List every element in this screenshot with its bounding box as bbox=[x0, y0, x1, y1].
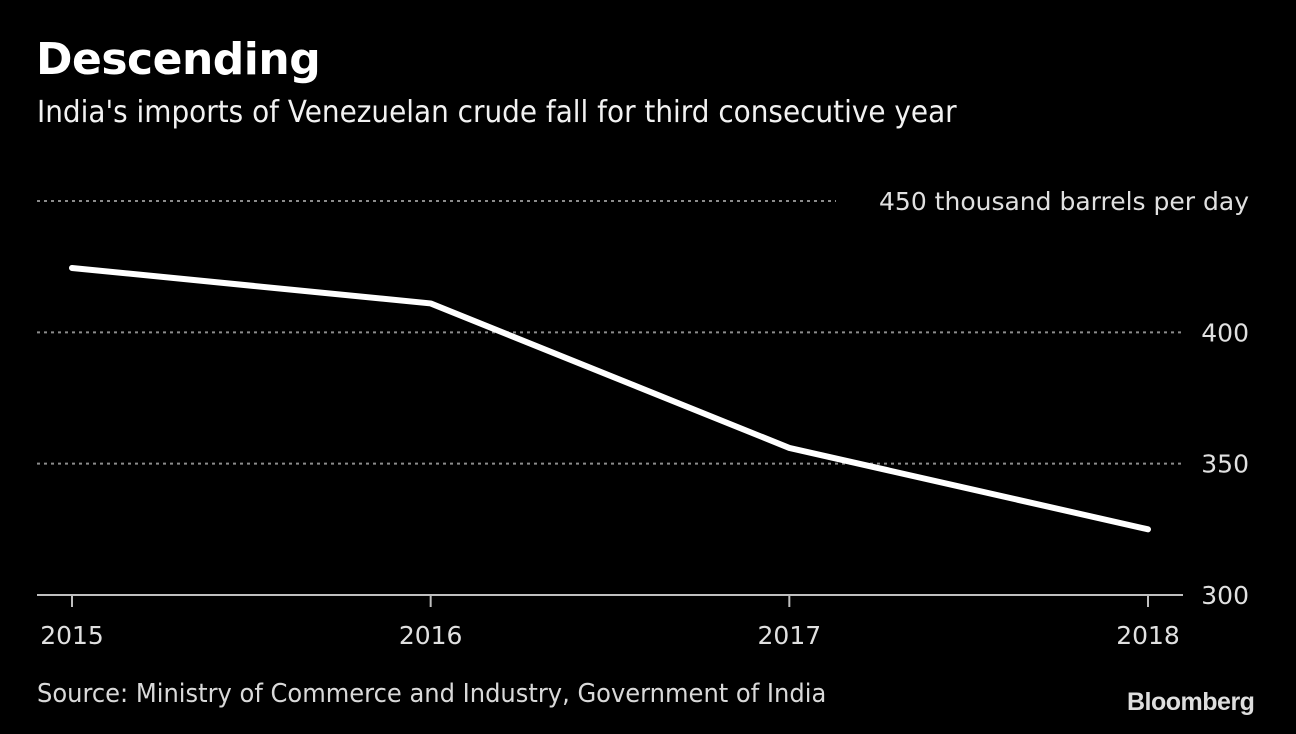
chart-subtitle: India's imports of Venezuelan crude fall… bbox=[37, 95, 957, 130]
y-tick-label-400: 400 bbox=[1201, 318, 1249, 347]
y-axis-labels: 300 350 400 450 thousand barrels per day bbox=[879, 187, 1249, 610]
x-tick-label-2016: 2016 bbox=[399, 621, 463, 650]
x-axis bbox=[37, 594, 1183, 607]
chart-title: Descending bbox=[36, 34, 321, 85]
y-tick-label-300: 300 bbox=[1201, 581, 1249, 610]
series-line-0 bbox=[69, 264, 1151, 533]
source-note: Source: Ministry of Commerce and Industr… bbox=[37, 679, 827, 709]
x-tick-label-2017: 2017 bbox=[758, 621, 822, 650]
gridlines bbox=[37, 200, 1183, 465]
x-axis-labels: 2015 2016 2017 2018 bbox=[40, 621, 1180, 650]
y-tick-label-350: 350 bbox=[1201, 450, 1249, 479]
bloomberg-logo: Bloomberg bbox=[1127, 688, 1255, 716]
y-tick-label-450: 450 thousand barrels per day bbox=[879, 187, 1249, 216]
x-tick-label-2015: 2015 bbox=[40, 621, 104, 650]
x-tick-label-2018: 2018 bbox=[1116, 621, 1180, 650]
series bbox=[69, 264, 1151, 533]
